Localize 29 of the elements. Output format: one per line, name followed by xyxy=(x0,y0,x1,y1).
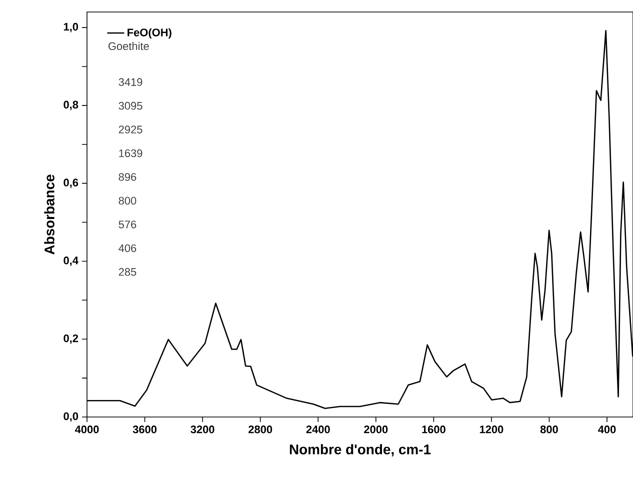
y-axis-title: Absorbance xyxy=(44,174,54,254)
annotation: 896 xyxy=(118,173,136,181)
annotation: 1639 xyxy=(119,149,142,158)
legend-label: FeO(OH) xyxy=(128,28,172,39)
annotation: 2925 xyxy=(118,126,142,134)
annotation: 285 xyxy=(118,268,136,276)
y-tick-label: 0,8 xyxy=(64,100,78,110)
x-axis-title: Nombre d'onde, cm-1 xyxy=(290,444,431,456)
x-tick-label: 1600 xyxy=(422,426,446,434)
y-tick-label: 0,6 xyxy=(64,178,78,188)
annotation: 3419 xyxy=(118,78,142,86)
x-tick-label: 3600 xyxy=(132,426,157,434)
x-tick-label: 400 xyxy=(598,426,616,434)
x-tick-label: 2800 xyxy=(248,426,272,434)
x-tick-label: 4000 xyxy=(74,426,99,434)
x-tick-label: 800 xyxy=(540,426,558,434)
x-tick-label: 2400 xyxy=(306,426,330,434)
annotation: Goethite xyxy=(108,42,149,50)
y-tick-label: 0,2 xyxy=(64,334,78,344)
annotation: 3095 xyxy=(118,102,142,110)
y-tick-label: 0,4 xyxy=(64,256,78,266)
annotation: 800 xyxy=(118,196,136,205)
y-tick-label: 0,0 xyxy=(64,412,78,422)
annotation: 576 xyxy=(118,220,136,228)
x-tick-label: 3200 xyxy=(190,426,214,434)
annotation: 406 xyxy=(118,244,136,252)
x-tick-label: 1200 xyxy=(480,426,504,434)
y-tick-label: 1,0 xyxy=(64,22,78,32)
x-tick-label: 2000 xyxy=(364,426,388,434)
